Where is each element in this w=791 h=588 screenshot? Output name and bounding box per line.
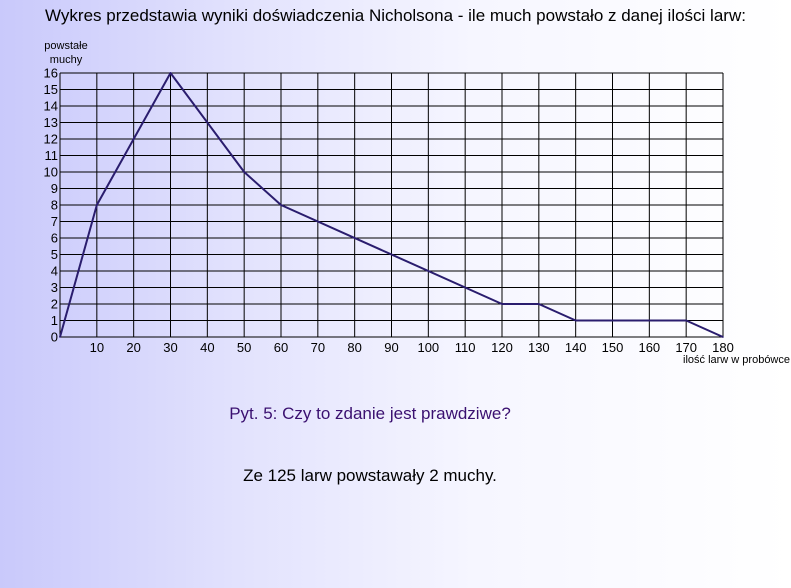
y-tick-label: 13	[44, 115, 58, 130]
y-tick-label: 0	[51, 330, 58, 345]
y-axis-label: powstałe muchy	[44, 40, 87, 66]
x-axis-label: ilość larw w probówce	[683, 354, 790, 366]
chart-grid	[59, 72, 724, 338]
x-tick-label: 180	[712, 340, 734, 355]
x-tick-label: 10	[90, 340, 104, 355]
x-axis-ticks: 10 20 30 40 50 60 70 80 90 100 110 120 130 140 150 160 1…	[90, 340, 734, 355]
y-tick-label: 8	[51, 198, 58, 213]
data-point	[96, 204, 98, 206]
x-tick-label: 80	[347, 340, 361, 355]
data-point	[59, 336, 61, 338]
y-tick-label: 5	[51, 247, 58, 262]
x-tick-label: 70	[311, 340, 325, 355]
y-tick-label: 1	[51, 313, 58, 328]
y-tick-label: 4	[51, 264, 58, 279]
y-tick-label: 14	[44, 99, 58, 114]
data-point	[169, 72, 172, 74]
x-tick-label: 50	[237, 340, 251, 355]
data-point	[722, 336, 724, 338]
y-tick-label: 3	[51, 280, 58, 295]
y-tick-label: 15	[44, 82, 58, 97]
y-tick-label: 12	[44, 132, 58, 147]
y-tick-label: 16	[44, 66, 58, 81]
x-tick-label: 100	[417, 340, 439, 355]
data-point	[538, 303, 540, 305]
series-line	[59, 72, 724, 338]
data-point	[280, 204, 282, 206]
x-tick-label: 140	[565, 340, 587, 355]
y-tick-label: 11	[45, 148, 59, 163]
x-tick-label: 90	[384, 340, 398, 355]
x-tick-label: 130	[528, 340, 550, 355]
question-text: Pyt. 5: Czy to zdanie jest prawdziwe?	[229, 404, 511, 423]
x-tick-label: 170	[675, 340, 697, 355]
x-tick-label: 20	[126, 340, 140, 355]
x-tick-label: 160	[638, 340, 660, 355]
y-tick-label: 7	[51, 214, 58, 229]
data-point	[243, 171, 245, 173]
series-group	[59, 72, 724, 338]
statement-text: Ze 125 larw powstawały 2 muchy.	[243, 466, 497, 485]
y-tick-label: 6	[51, 231, 58, 246]
y-tick-label: 2	[51, 297, 58, 312]
data-point	[685, 319, 687, 322]
x-tick-label: 30	[163, 340, 177, 355]
x-tick-label: 60	[274, 340, 288, 355]
x-tick-label: 150	[602, 340, 624, 355]
y-tick-label: 9	[51, 181, 58, 196]
x-tick-label: 40	[200, 340, 214, 355]
x-tick-label: 110	[455, 340, 476, 355]
y-axis-label-line: muchy	[50, 54, 83, 66]
data-point	[501, 303, 503, 305]
chart-title: Wykres przedstawia wyniki doświadczenia …	[45, 6, 746, 25]
data-point	[574, 319, 577, 322]
y-tick-label: 10	[44, 165, 58, 180]
x-tick-label: 120	[491, 340, 513, 355]
y-axis-label-line: powstałe	[44, 40, 87, 52]
